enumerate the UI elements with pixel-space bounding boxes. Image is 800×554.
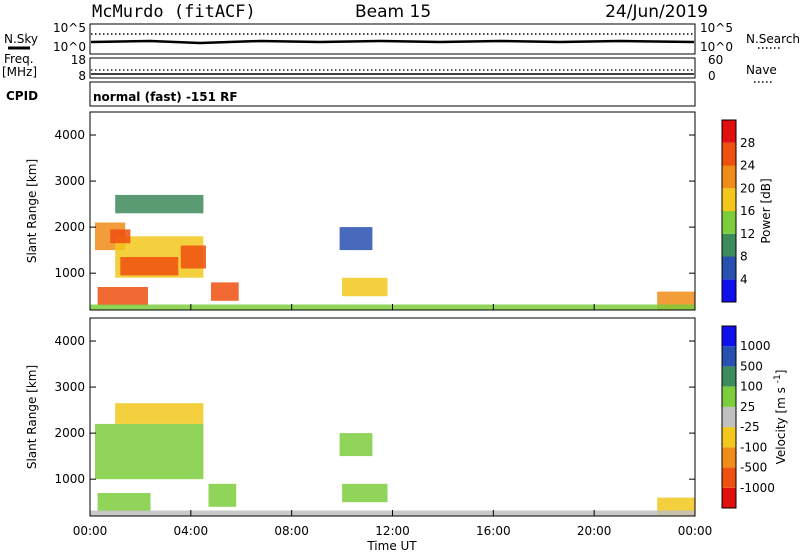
freq-panel [89,57,696,79]
scatter-region-8 [339,227,373,251]
scatter-region-5 [342,483,388,503]
colorbar-tick-label: 12 [740,227,755,241]
freq-label-unit: [MHz] [2,65,37,79]
power-panel: 1000 2000 3000 4000 Slant Range [km] 4 8 12 16… [25,111,773,311]
colorbar-segment [722,346,736,367]
colorbar-tick-label: 28 [740,136,755,150]
colorbar-tick-label: 1000 [740,339,771,353]
scatter-region-3 [208,483,237,507]
colorbar-tick-label: 20 [740,181,755,195]
y-tick-label: 1000 [54,472,85,486]
velocity-cbar-label: Velocity [m s -1] [773,370,788,465]
colorbar-tick-label: 500 [740,359,763,373]
velocity-ylabel: Slant Range [km] [25,365,39,469]
nsky-trace [90,39,695,45]
nsky-tick-bottom: 10^0 [53,40,86,54]
power-cbar-label: Power [dB] [759,178,773,243]
x-tick-label: 16:00 [476,524,511,538]
freq-tick-top: 18 [71,53,86,67]
y-tick-label: 2000 [54,220,85,234]
colorbar-segment [722,487,736,508]
y-tick-label: 4000 [54,128,85,142]
colorbar-tick-label: -1000 [740,481,775,495]
nsky-label: N.Sky [4,32,38,46]
colorbar-segment [722,256,736,280]
colorbar-segment [722,279,736,303]
scatter-region-4 [180,245,206,269]
scatter-region-4 [339,433,373,457]
colorbar-segment [722,427,736,448]
nsearch-tick-bottom: 10^0 [700,40,733,54]
colorbar-segment [722,326,736,347]
y-tick-label: 4000 [54,334,85,348]
y-tick-label: 1000 [54,266,85,280]
colorbar-tick-label: 16 [740,204,755,218]
scatter-region-2 [97,493,151,512]
velocity-panel: 1000 2000 3000 4000 Slant Range [km] -1000 -… [25,317,788,517]
colorbar-tick-label: 25 [740,400,755,414]
x-axis-label: Time UT [366,539,417,553]
colorbar-segment [722,188,736,212]
nave-tick-top: 60 [708,53,723,67]
colorbar-tick-label: 24 [740,159,755,173]
colorbar-segment [722,447,736,468]
colorbar-segment [722,406,736,428]
x-tick-label: 12:00 [375,524,410,538]
colorbar-segment [722,467,736,488]
colorbar-frame [721,325,737,509]
scatter-region-1 [115,403,204,424]
colorbar-segment [722,142,736,166]
x-tick-label: 04:00 [174,524,209,538]
colorbar-tick-label: -25 [740,420,760,434]
scatter-region-5 [115,194,204,214]
x-tick-label: 00:00 [73,524,108,538]
colorbar-tick-label: -100 [740,440,767,454]
scatter-region-6 [97,287,148,306]
colorbar-tick-label: 100 [740,380,763,394]
colorbar-segment [722,211,736,234]
x-tick-label: 08:00 [274,524,309,538]
colorbar-segment [722,386,736,407]
date-title: 24/Jun/2019 [605,2,708,22]
nsearch-tick-top: 10^5 [700,21,733,35]
y-tick-label: 3000 [54,380,85,394]
x-tick-label: 00:00 [678,524,713,538]
nsearch-label: N.Search [746,32,800,46]
colorbar-frame [721,119,737,303]
nave-label: Nave [746,63,777,77]
scatter-region-0 [95,423,204,480]
cpid-panel [89,81,696,107]
power-ylabel: Slant Range [km] [25,159,39,263]
beam-title: Beam 15 [355,2,431,22]
scatter-region-9 [342,277,388,297]
cpid-label: CPID [6,89,38,103]
x-tick-label: 20:00 [577,524,612,538]
colorbar-tick-label: -500 [740,461,767,475]
colorbar-tick-label: 4 [740,272,748,286]
colorbar-segment [722,366,736,387]
freq-tick-bottom: 8 [78,69,86,83]
cpid-text: normal (fast) -151 RF [93,90,238,104]
y-tick-label: 2000 [54,426,85,440]
station-title: McMurdo (fitACF) [92,2,256,22]
scatter-region-3 [110,229,131,244]
nsky-panel [89,23,696,55]
y-tick-label: 3000 [54,174,85,188]
scatter-region-7 [211,282,239,301]
colorbar-segment [722,165,736,189]
scatter-region-2 [120,257,179,276]
colorbar-segment [722,233,736,257]
nsky-tick-top: 10^5 [53,21,86,35]
nave-tick-bottom: 0 [708,69,716,83]
freq-label-top: Freq. [4,52,34,66]
colorbar-segment [722,120,736,143]
colorbar-tick-label: 8 [740,250,748,264]
